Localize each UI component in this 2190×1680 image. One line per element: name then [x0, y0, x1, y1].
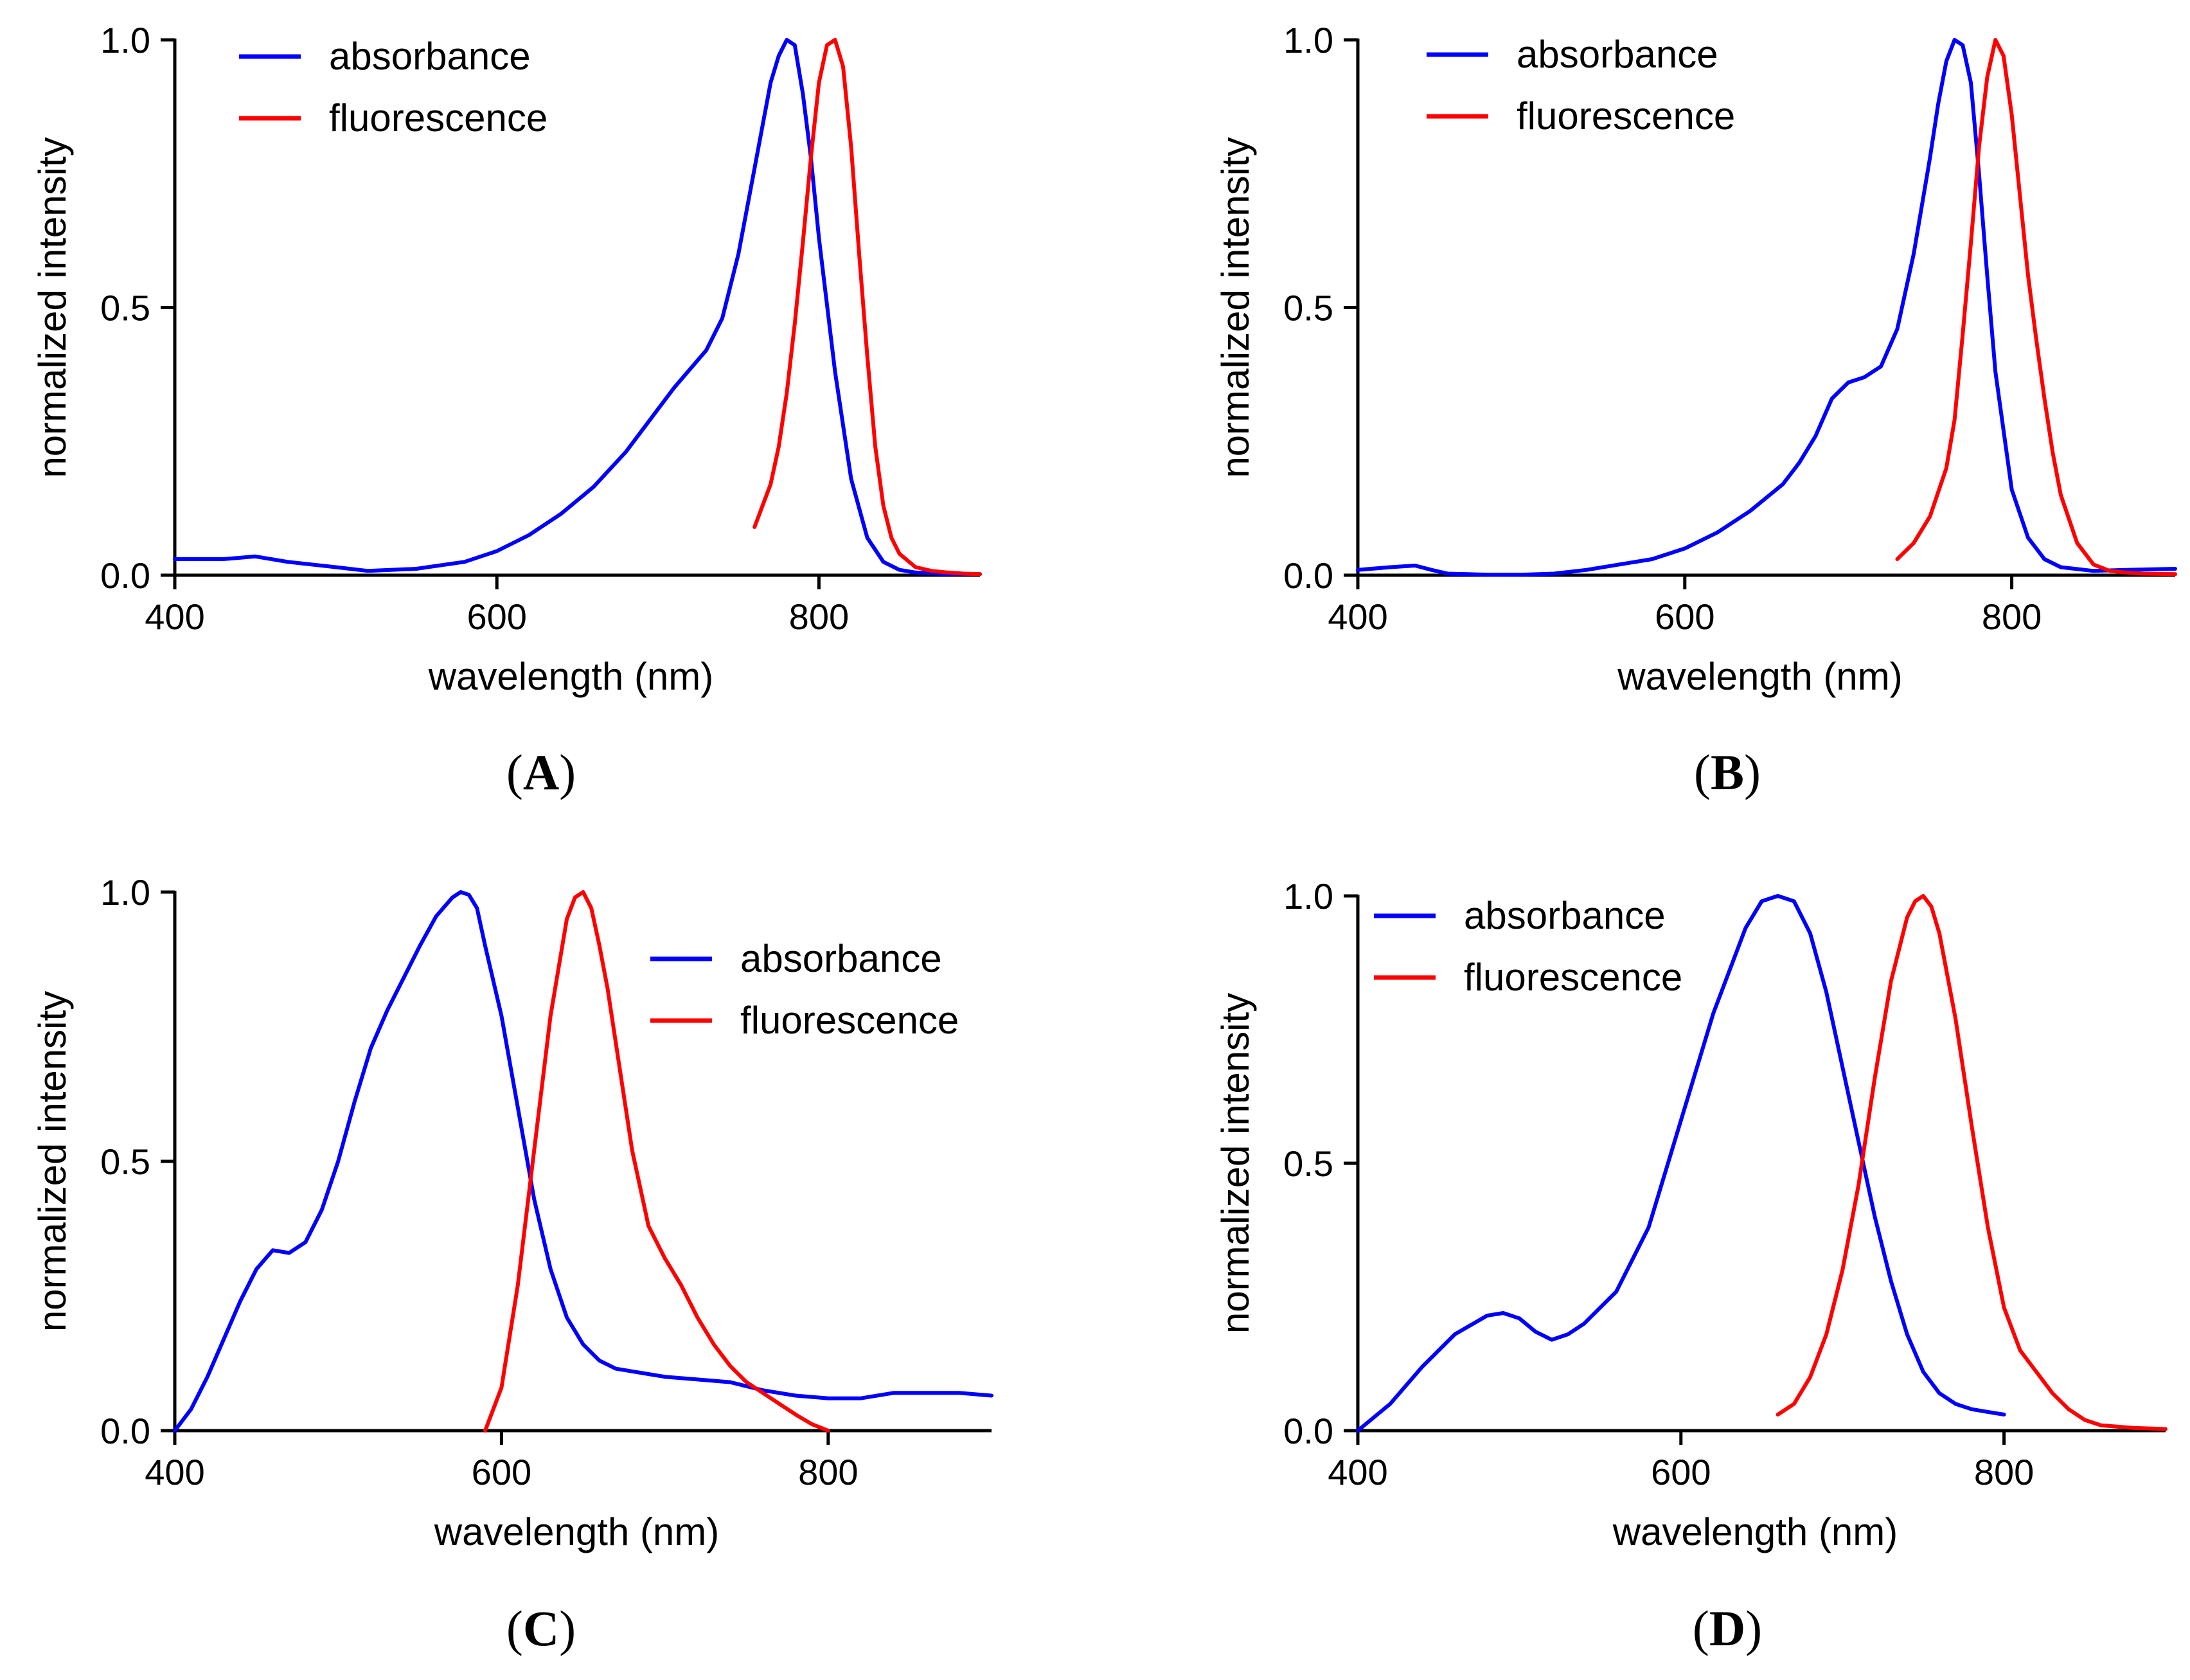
panel-b-y-axis-title: normalized intensity — [1214, 137, 1257, 478]
panel-a-absorbance-line — [173, 38, 982, 576]
panel-a-y-tick-label: 1.0 — [100, 20, 150, 60]
panel-a-x-tick-label: 400 — [145, 596, 204, 637]
panel-c-absorbance-line — [173, 890, 993, 1433]
panel-b-fluorescence-line — [1895, 38, 2177, 576]
panel-c-y-axis-title: normalized intensity — [31, 991, 74, 1332]
panel-b-label-letter: B — [1711, 744, 1744, 800]
panel-a-legend-label-fluorescence: fluorescence — [329, 96, 548, 139]
panel-b-y-tick-label: 0.5 — [1283, 288, 1333, 328]
panel-c-label-close: ) — [559, 1600, 576, 1656]
panel-b-label-close: ) — [1744, 744, 1761, 800]
panel-d-legend: absorbance fluorescence — [1374, 894, 1682, 999]
panel-d-label: (D) — [1693, 1600, 1762, 1656]
panel-b-label-open: ( — [1694, 744, 1711, 800]
panel-b-legend-label-fluorescence: fluorescence — [1517, 94, 1735, 138]
panel-c-label: (C) — [506, 1600, 576, 1656]
panel-a-legend: absorbance fluorescence — [239, 35, 548, 139]
panel-c-x-tick-label: 800 — [798, 1452, 858, 1492]
panel-a-label-open: ( — [506, 744, 523, 800]
panel-d-y-tick-label: 1.0 — [1283, 876, 1333, 916]
panel-d-label-open: ( — [1693, 1600, 1709, 1656]
panel-d-y-axis-title: normalized intensity — [1214, 993, 1257, 1334]
panel-c: 400 600 800 0.0 0.5 1.0 wavelength (nm) normali… — [31, 872, 993, 1656]
panel-b-label: (B) — [1694, 744, 1761, 800]
panel-c-label-letter: C — [523, 1600, 559, 1656]
panel-c-legend-label-absorbance: absorbance — [740, 937, 942, 980]
panel-c-legend: absorbance fluorescence — [650, 937, 959, 1042]
panel-b-x-tick-label: 600 — [1655, 596, 1714, 637]
panel-c-fluorescence-line — [483, 890, 830, 1433]
panel-b-legend-label-absorbance: absorbance — [1517, 33, 1718, 76]
panel-a-label: (A) — [506, 744, 576, 800]
panel-d-label-close: ) — [1745, 1600, 1762, 1656]
panel-a-fluorescence-line — [752, 38, 982, 576]
panel-c-x-axis-title: wavelength (nm) — [434, 1510, 720, 1553]
panel-d-x-tick-label: 400 — [1328, 1452, 1387, 1492]
panel-a-x-axis-title: wavelength (nm) — [428, 655, 714, 698]
panel-c-x-tick-label: 600 — [472, 1452, 531, 1492]
panel-c-y-tick-label: 0.0 — [100, 1411, 150, 1451]
panel-d-legend-label-absorbance: absorbance — [1464, 894, 1666, 937]
panel-c-label-open: ( — [506, 1600, 523, 1656]
panel-d-y-tick-label: 0.0 — [1283, 1411, 1333, 1451]
panel-a-label-close: ) — [559, 744, 576, 800]
panel-a-x-tick-label: 800 — [789, 596, 849, 637]
panel-d-absorbance-line — [1356, 894, 2006, 1433]
panel-d-fluorescence-line — [1776, 894, 2168, 1431]
panel-d: 400 600 800 0.0 0.5 1.0 wavelength (nm) normali… — [1214, 876, 2168, 1656]
panel-d-x-tick-label: 800 — [1974, 1452, 2034, 1492]
panel-b-legend: absorbance fluorescence — [1427, 33, 1735, 138]
panel-d-legend-label-fluorescence: fluorescence — [1464, 956, 1682, 999]
panel-d-y-tick-label: 0.5 — [1283, 1143, 1333, 1184]
panel-c-x-tick-label: 400 — [145, 1452, 204, 1492]
panel-b: 400 600 800 0.0 0.5 1.0 wavelength (nm) normali… — [1214, 20, 2177, 800]
panel-c-y-tick-label: 0.5 — [100, 1141, 150, 1182]
panel-a-legend-label-absorbance: absorbance — [329, 35, 531, 78]
panel-a-y-axis-title: normalized intensity — [31, 137, 74, 478]
panel-b-x-axis-title: wavelength (nm) — [1617, 655, 1903, 698]
panel-d-label-letter: D — [1709, 1600, 1745, 1656]
panel-c-y-tick-label: 1.0 — [100, 872, 150, 913]
panel-a: 400 600 800 0.0 0.5 1.0 wavelength (nm) normali… — [31, 20, 982, 800]
panel-a-y-tick-label: 0.5 — [100, 288, 150, 328]
panel-b-x-tick-label: 400 — [1328, 596, 1387, 637]
panel-b-y-tick-label: 1.0 — [1283, 20, 1333, 60]
panel-d-x-tick-label: 600 — [1651, 1452, 1711, 1492]
panel-a-y-tick-label: 0.0 — [100, 555, 150, 596]
panel-c-legend-label-fluorescence: fluorescence — [740, 999, 959, 1042]
panel-d-x-axis-title: wavelength (nm) — [1612, 1510, 1898, 1553]
panel-a-x-tick-label: 600 — [467, 596, 526, 637]
panel-b-absorbance-line — [1356, 38, 2177, 577]
panel-b-y-tick-label: 0.0 — [1283, 555, 1333, 596]
panel-b-x-tick-label: 800 — [1982, 596, 2042, 637]
panel-a-label-letter: A — [523, 744, 559, 800]
